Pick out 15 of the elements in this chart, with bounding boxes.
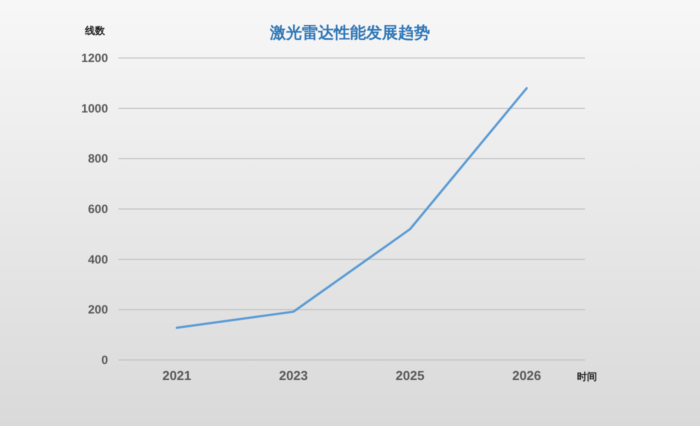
y-tick-label: 600 <box>88 202 108 216</box>
x-tick-label: 2025 <box>396 368 425 383</box>
line-series <box>176 87 528 329</box>
y-tick-label: 200 <box>88 302 108 317</box>
y-tick-label: 1000 <box>81 101 108 116</box>
x-axis-title: 时间 <box>577 371 597 383</box>
x-tick-label: 2023 <box>278 368 308 383</box>
y-tick-label: 1200 <box>81 51 108 65</box>
y-axis-title: 线数 <box>84 25 106 37</box>
y-tick-label: 0 <box>101 353 108 367</box>
x-tick-label: 2026 <box>512 368 542 383</box>
y-tick-label: 400 <box>88 252 108 266</box>
chart-title: 激光雷达性能发展趋势 <box>269 24 430 42</box>
x-tick-label: 2021 <box>162 368 192 383</box>
y-tick-label: 800 <box>88 152 108 166</box>
